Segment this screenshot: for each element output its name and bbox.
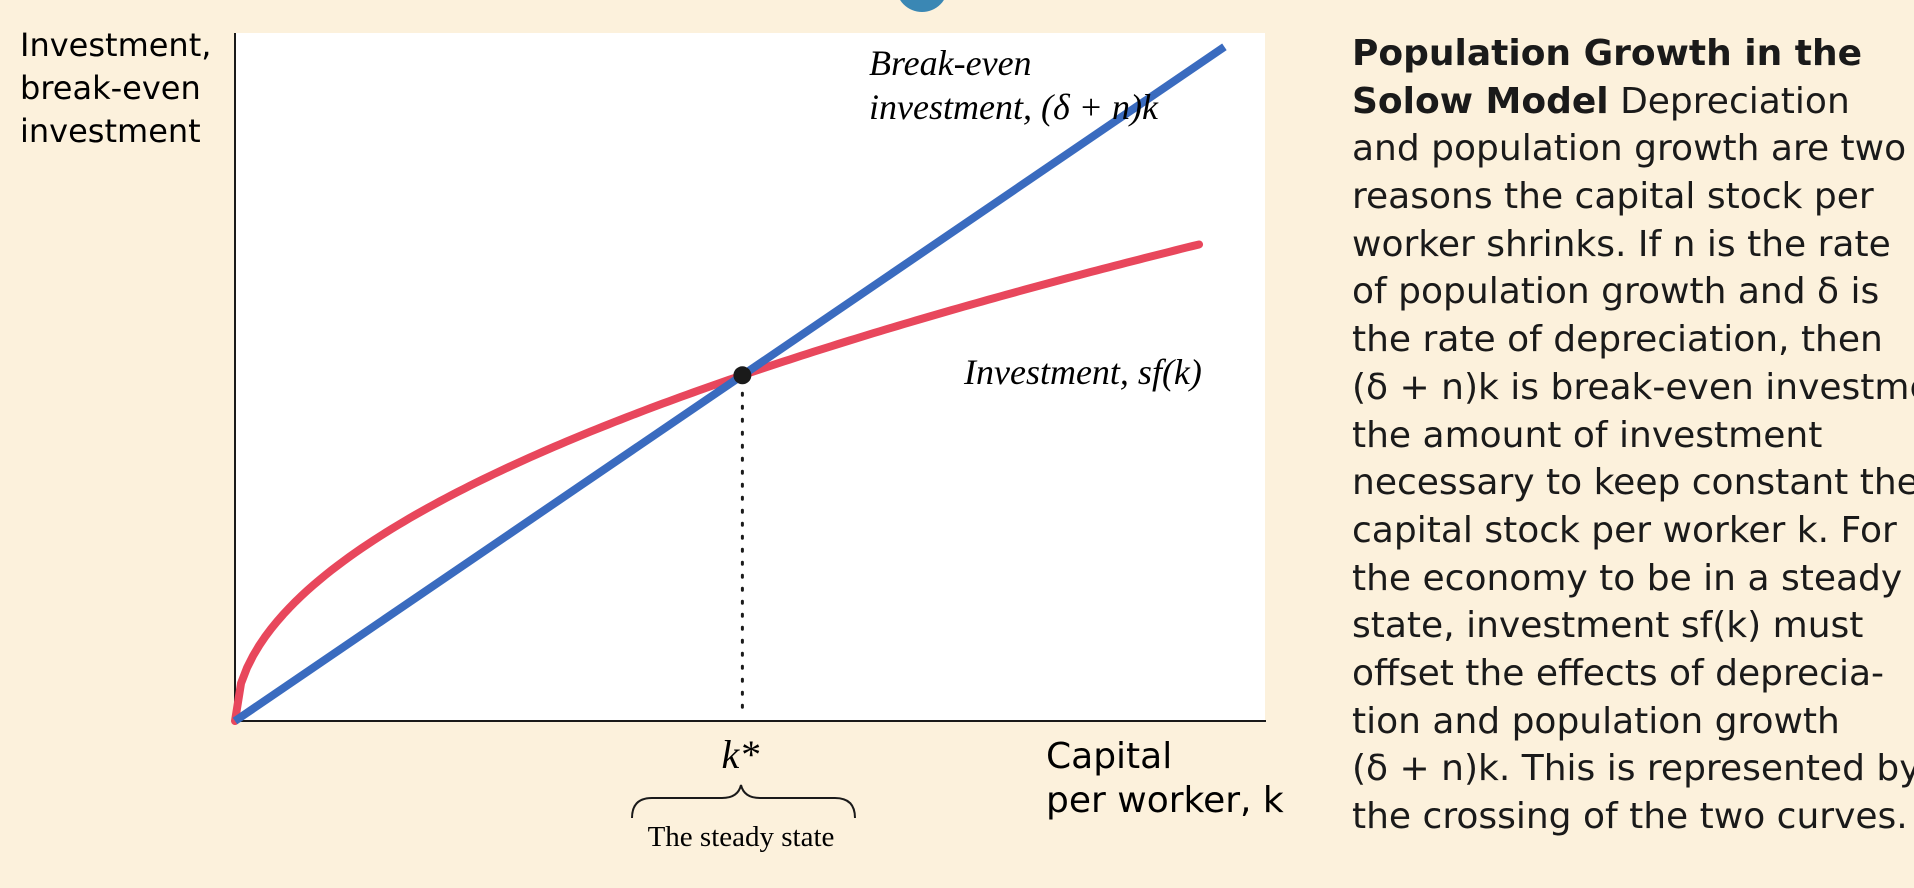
- caption-title-line-2: Solow Model: [1352, 80, 1609, 122]
- investment-label-line-1: Investment, sf(k): [963, 352, 1202, 392]
- steady-state-brace: [631, 784, 856, 819]
- caption-title-line-1: Population Growth in the: [1352, 33, 1863, 74]
- steady-state-point: [733, 366, 752, 385]
- caption-body-line-13: offset the effects of deprecia-: [1352, 652, 1885, 694]
- figure-caption: Population Growth in the Solow Model Dep…: [1352, 30, 1914, 841]
- caption-body-line-1: Depreciation: [1620, 80, 1850, 122]
- caption-body-line-7: (δ + n)k is break-even investment—: [1352, 366, 1914, 408]
- break-even-label: Break-even investment, (δ + n)k: [869, 43, 1159, 127]
- caption-body-line-15: (δ + n)k. This is represented by: [1352, 748, 1914, 790]
- k-star-tick-label: k*: [722, 732, 760, 777]
- caption-body-line-4: worker shrinks. If n is the rate: [1352, 223, 1891, 265]
- break-even-label-line-2: investment, (δ + n)k: [869, 87, 1159, 127]
- caption-body-line-16: the crossing of the two curves.: [1352, 796, 1908, 837]
- caption-body-line-8: the amount of investment: [1352, 414, 1823, 456]
- y-axis-label-line-1: Investment,: [20, 26, 211, 64]
- steady-state-label: The steady state: [648, 821, 835, 853]
- caption-body-line-11: the economy to be in a steady: [1352, 557, 1903, 599]
- caption-body-line-9: necessary to keep constant the: [1352, 462, 1914, 504]
- caption-title-line-2-row: Solow Model Depreciation: [1352, 78, 1912, 126]
- caption-body-line-10: capital stock per worker k. For: [1352, 509, 1897, 551]
- break-even-line: [232, 43, 1227, 725]
- investment-curve: [231, 240, 1204, 725]
- caption-body-line-14: tion and population growth: [1352, 700, 1840, 742]
- y-axis-label-line-2: break-even: [20, 69, 201, 107]
- y-axis-label-line-3: investment: [20, 112, 201, 150]
- x-axis-label-line-1: Capital: [1046, 736, 1172, 777]
- x-axis-label-line-2: per worker, k: [1046, 780, 1284, 821]
- caption-body-line-2: and population growth are two: [1352, 128, 1907, 170]
- caption-body-line-6: the rate of depreciation, then: [1352, 319, 1883, 361]
- top-decorative-circle: [900, 0, 944, 12]
- x-axis-label: Capital per worker, k: [1046, 736, 1284, 821]
- caption-body-line-3: reasons the capital stock per: [1352, 176, 1874, 218]
- y-axis-label: Investment, break-even investment: [20, 26, 222, 150]
- break-even-label-line-1: Break-even: [869, 43, 1032, 83]
- caption-body-line-12: state, investment sf(k) must: [1352, 605, 1864, 647]
- investment-label: Investment, sf(k): [963, 352, 1202, 392]
- caption-body-line-5: of population growth and δ is: [1352, 271, 1880, 313]
